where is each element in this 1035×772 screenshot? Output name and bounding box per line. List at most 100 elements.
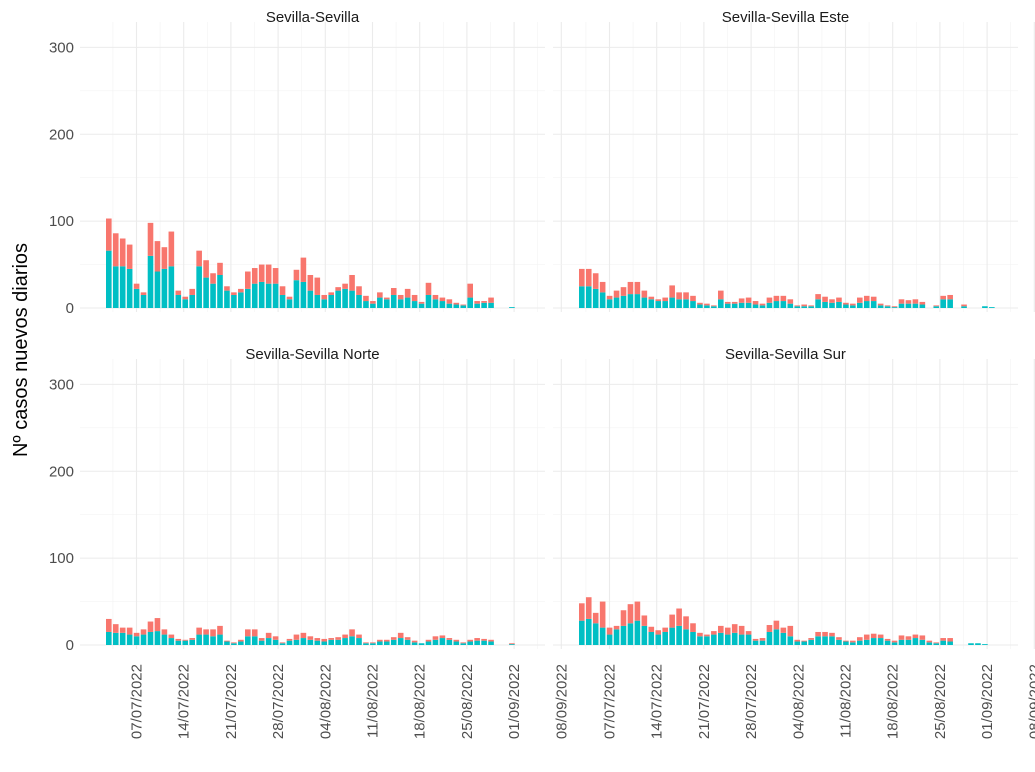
x-tick-label: 04/08/2022 <box>790 664 807 739</box>
bar-bottom <box>370 303 376 308</box>
bar-top <box>905 636 912 640</box>
bar-top <box>683 292 689 300</box>
bar-bottom <box>641 297 648 308</box>
bar-bottom <box>731 303 738 308</box>
bar-bottom <box>411 301 418 308</box>
bar-top <box>884 638 891 641</box>
panel-title: Sevilla-Sevilla Sur <box>725 346 846 363</box>
bar-top <box>718 625 724 633</box>
bar-top <box>579 268 585 287</box>
bar-bottom <box>446 303 453 308</box>
y-tick-label: 0 <box>66 300 74 317</box>
panel-title: Sevilla-Sevilla Norte <box>245 346 379 363</box>
bar-top <box>697 302 703 305</box>
bar-bottom <box>877 638 884 645</box>
bar-top <box>787 299 794 304</box>
bar-bottom <box>891 642 898 645</box>
bar-top <box>196 250 202 267</box>
bar-top <box>947 638 953 642</box>
bar-top <box>620 287 627 296</box>
bar-bottom <box>106 631 112 645</box>
x-tick-label: 25/08/2022 <box>459 664 476 739</box>
bar-bottom <box>579 620 585 645</box>
bar-top <box>870 296 877 302</box>
bar-top <box>377 292 383 298</box>
bar-top <box>731 624 738 633</box>
bar-bottom <box>752 640 759 645</box>
x-tick-label: 07/07/2022 <box>602 664 619 739</box>
bar-top <box>898 635 905 640</box>
bar-bottom <box>829 302 835 308</box>
panel-title: Sevilla-Sevilla <box>266 9 360 26</box>
bar-top <box>794 305 801 307</box>
bar-bottom <box>154 271 161 308</box>
bar-bottom <box>342 638 348 645</box>
bar-top <box>662 297 668 302</box>
bar-top <box>745 631 752 635</box>
bar-bottom <box>599 627 606 645</box>
bar-top <box>314 277 321 295</box>
bar-top <box>446 299 453 304</box>
bar-bottom <box>418 643 425 645</box>
bar-top <box>613 290 620 298</box>
y-tick-label: 200 <box>49 463 74 480</box>
bar-bottom <box>877 305 884 308</box>
bar-bottom <box>891 307 898 308</box>
bar-bottom <box>634 294 641 308</box>
bar-top <box>217 625 223 635</box>
bar-bottom <box>238 641 244 645</box>
bar-bottom <box>258 640 265 645</box>
x-tick-label: 01/09/2022 <box>979 664 996 739</box>
bar-top <box>432 294 439 300</box>
bar-top <box>238 288 244 293</box>
bar-top <box>773 295 780 302</box>
bar-bottom <box>662 301 668 308</box>
bar-bottom <box>752 304 759 308</box>
bar-bottom <box>940 640 946 645</box>
bar-top <box>863 634 870 640</box>
bar-bottom <box>349 290 355 308</box>
bar-top <box>905 300 912 304</box>
bar-top <box>161 247 168 269</box>
bar-top <box>961 304 967 307</box>
bar-bottom <box>836 639 842 645</box>
bar-bottom <box>662 631 668 645</box>
bar-bottom <box>147 255 154 308</box>
bar-bottom <box>940 299 946 308</box>
bar-top <box>606 627 613 635</box>
bar-top <box>863 295 870 302</box>
bar-top <box>112 233 119 267</box>
bar-top <box>829 632 835 637</box>
bar-bottom <box>579 286 585 308</box>
bar-top <box>397 294 404 300</box>
bar-bottom <box>655 634 662 645</box>
bar-bottom <box>648 631 655 645</box>
bar-bottom <box>884 640 891 645</box>
bar-top <box>780 295 787 302</box>
bar-top <box>307 636 314 640</box>
bar-top <box>217 262 223 275</box>
bar-top <box>106 618 112 632</box>
bar-top <box>245 629 251 637</box>
bar-top <box>731 301 738 304</box>
bar-bottom <box>432 639 439 645</box>
bar-top <box>404 288 411 298</box>
bar-top <box>390 637 397 640</box>
bar-bottom <box>245 288 251 308</box>
bar-bottom <box>293 280 300 308</box>
y-tick-label: 300 <box>49 39 74 56</box>
bar-top <box>690 623 696 632</box>
bar-bottom <box>377 297 383 308</box>
bar-bottom <box>843 641 849 645</box>
bar-top <box>474 301 480 304</box>
bar-bottom <box>912 303 919 308</box>
bar-bottom <box>314 640 321 645</box>
y-tick-label: 0 <box>66 637 74 654</box>
bar-bottom <box>975 643 981 645</box>
y-tick-label: 100 <box>49 550 74 567</box>
bar-top <box>766 625 773 632</box>
panel-1: Sevilla-Sevilla 0 100 200 300 <box>49 9 562 317</box>
bar-top <box>224 640 230 642</box>
bar-top <box>940 638 946 641</box>
panel-2: Sevilla-Sevilla Este <box>553 9 1035 312</box>
